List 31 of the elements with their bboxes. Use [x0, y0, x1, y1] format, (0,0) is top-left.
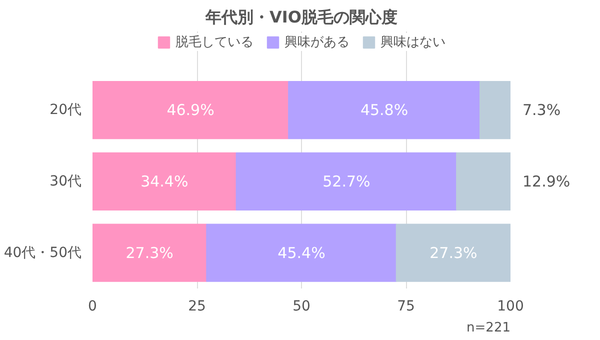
data-label: 12.9%	[522, 172, 570, 190]
bar	[479, 80, 510, 140]
y-tick-label: 30代	[50, 173, 82, 190]
x-tick-label: 100	[497, 298, 524, 314]
data-label: 45.4%	[278, 244, 326, 262]
bar	[206, 224, 397, 282]
text: n=221	[466, 320, 511, 336]
data-label: 52.7%	[322, 172, 370, 190]
bar	[92, 80, 290, 140]
bar	[92, 152, 237, 210]
data-label: 45.8%	[360, 101, 408, 120]
legend-label: 興味はない	[380, 34, 446, 51]
x-tick-label: 50	[292, 298, 310, 314]
data-label: 27.3%	[430, 244, 478, 262]
data-label: 46.9%	[166, 101, 214, 120]
legend-label: 興味がある	[284, 34, 350, 51]
legend-label: 脱毛している	[176, 34, 254, 51]
y-tick-label: 20代	[50, 102, 82, 118]
data-label: 34.4%	[140, 172, 188, 190]
data-label: 27.3%	[126, 244, 174, 262]
x-tick-label: 0	[88, 298, 97, 314]
data-label: 7.3%	[522, 101, 561, 120]
bar	[236, 152, 458, 210]
x-tick-label: 75	[397, 298, 415, 314]
bar	[288, 80, 480, 140]
y-tick-label: 40代・50代	[4, 244, 82, 261]
x-tick-label: 25	[188, 298, 206, 314]
chart-title: 年代別・VIO脱毛の関心度	[204, 8, 398, 26]
bar	[396, 224, 510, 282]
bar	[456, 152, 510, 210]
bar	[92, 224, 208, 282]
